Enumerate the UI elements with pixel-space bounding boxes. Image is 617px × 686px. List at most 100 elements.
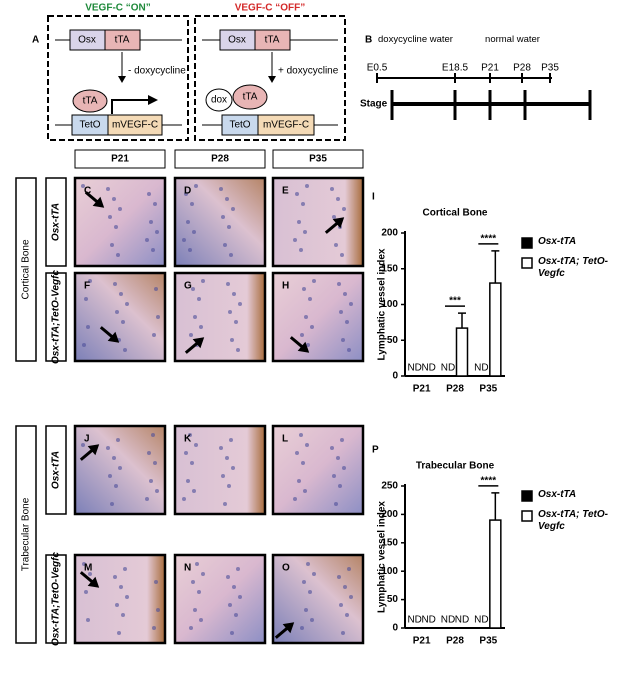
nucleus (305, 184, 309, 188)
nucleus (227, 225, 231, 229)
protein-label: tTA (243, 92, 258, 103)
nucleus (343, 585, 347, 589)
nucleus (82, 343, 86, 347)
nucleus (191, 580, 195, 584)
genotype-label: Osx-tTA;TetO-Vegfc (51, 270, 62, 365)
nucleus (336, 197, 340, 201)
nucleus (232, 292, 236, 296)
nucleus (108, 215, 112, 219)
y-tick-label: 50 (387, 594, 399, 605)
nucleus (303, 489, 307, 493)
nucleus (112, 197, 116, 201)
group-box (15, 425, 37, 644)
nucleus (106, 446, 110, 450)
nucleus (119, 585, 123, 589)
column-header: P35 (309, 154, 327, 165)
nucleus (152, 626, 156, 630)
pointer-head (282, 622, 295, 634)
gene-box (254, 29, 291, 51)
gene-label: tTA (265, 35, 280, 46)
gene-box (107, 114, 163, 136)
panel-label: N (184, 563, 191, 574)
nucleus (199, 325, 203, 329)
nucleus (226, 575, 230, 579)
nucleus (197, 590, 201, 594)
nucleus (238, 595, 242, 599)
value-label: ND (421, 615, 435, 626)
value-label: ND (407, 615, 421, 626)
panel-label: M (84, 563, 92, 574)
nucleus (108, 474, 112, 478)
nucleus (199, 618, 203, 622)
nucleus (154, 580, 158, 584)
nucleus (115, 310, 119, 314)
gene-label: TetO (229, 120, 250, 131)
nucleus (86, 325, 90, 329)
nucleus (226, 282, 230, 286)
nucleus (339, 603, 343, 607)
bar (489, 282, 502, 377)
nucleus (297, 479, 301, 483)
pointer-shaft (184, 341, 200, 354)
dashed-box (194, 15, 346, 141)
nucleus (182, 238, 186, 242)
chart-title: Trabecular Bone (416, 461, 495, 472)
micrograph (73, 424, 167, 516)
pointer-arrow (324, 217, 345, 234)
nucleus (149, 479, 153, 483)
nucleus (297, 220, 301, 224)
nucleus (84, 590, 88, 594)
nucleus (112, 456, 116, 460)
chart-title: Cortical Bone (422, 208, 487, 219)
value-label: ND (441, 615, 455, 626)
timepoint: E0.5 (367, 63, 388, 74)
nucleus (154, 287, 158, 291)
nucleus (114, 225, 118, 229)
nucleus (349, 595, 353, 599)
nucleus (155, 230, 159, 234)
nucleus (345, 320, 349, 324)
on-title: VEGF-C “ON” (85, 3, 151, 14)
nucleus (155, 489, 159, 493)
panel-label: C (84, 186, 91, 197)
nucleus (341, 338, 345, 342)
pointer-arrow (84, 191, 105, 208)
legend-label-box: Osx-tTA; TetO-Vegfc (538, 509, 608, 532)
nucleus (225, 197, 229, 201)
nucleus (308, 590, 312, 594)
nucleus (125, 595, 129, 599)
genotype-box (45, 554, 67, 644)
y-tick-label: 50 (387, 335, 399, 346)
nucleus (201, 572, 205, 576)
timepoint: P21 (481, 63, 499, 74)
bar (455, 327, 469, 377)
nucleus (190, 202, 194, 206)
nucleus (195, 562, 199, 566)
nucleus (221, 215, 225, 219)
panel-label: O (282, 563, 290, 574)
pointer-arrow (79, 571, 100, 588)
legend-label-box: Osx-tTA (538, 489, 576, 500)
nucleus (191, 287, 195, 291)
panel-label: I (372, 192, 375, 203)
nucleus (305, 443, 309, 447)
nucleus (186, 220, 190, 224)
stage-label: Stage (360, 99, 388, 110)
nucleus (156, 608, 160, 612)
y-axis-label: Lymphatic vessel index (377, 248, 388, 360)
nucleus (192, 489, 196, 493)
nucleus (147, 192, 151, 196)
panel-label: F (84, 281, 90, 292)
panel-label: H (282, 281, 289, 292)
nucleus (184, 192, 188, 196)
error-bar (458, 312, 466, 329)
nucleus (342, 466, 346, 470)
column-header: P21 (111, 154, 129, 165)
bar (489, 519, 502, 629)
nucleus (152, 333, 156, 337)
genotype-label: Osx-tTA (51, 451, 62, 489)
panel-label: K (184, 434, 192, 445)
dox (205, 88, 233, 112)
nucleus (123, 348, 127, 352)
